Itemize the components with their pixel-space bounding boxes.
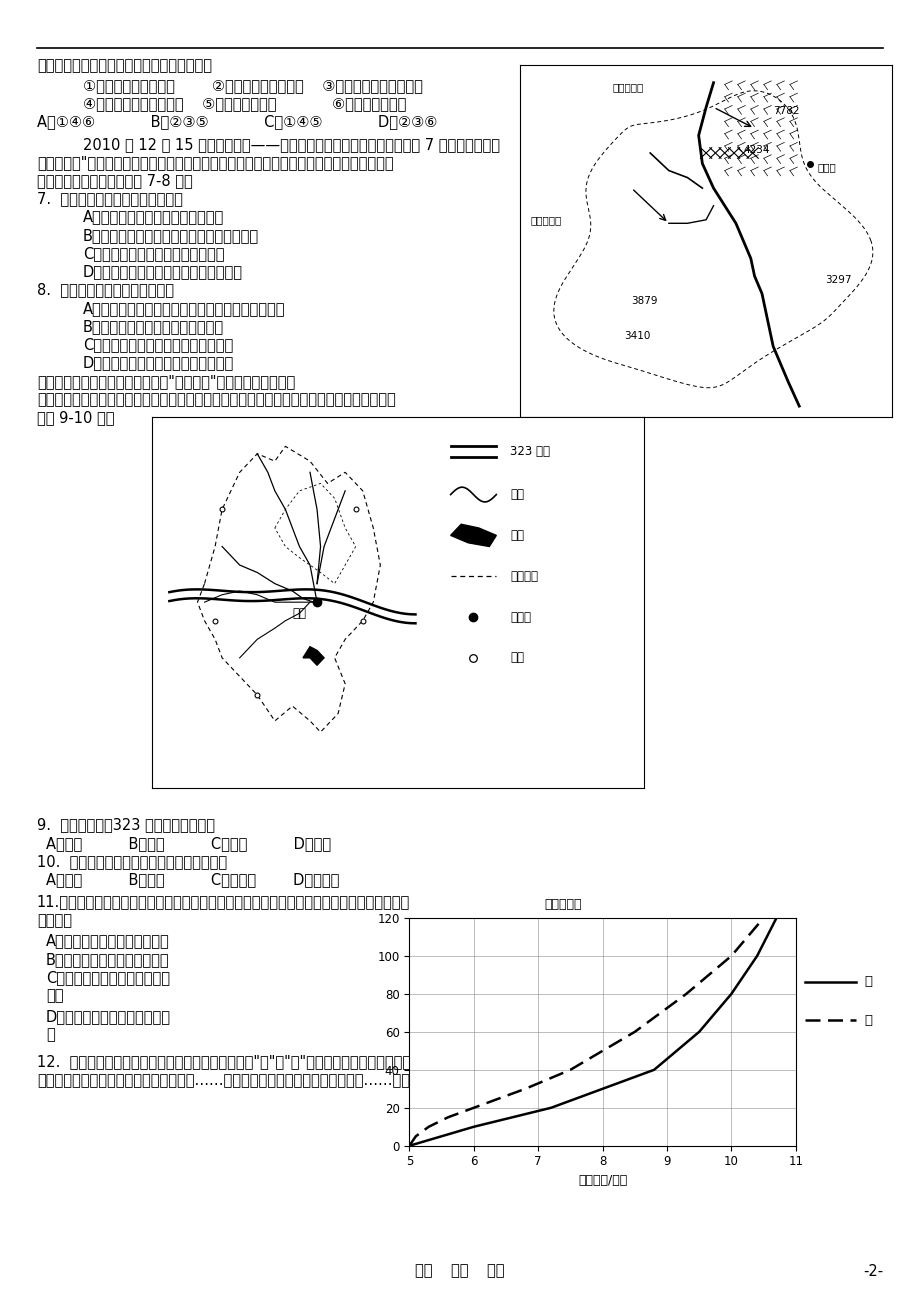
Text: 2010 年 12 月 15 日，波密扎木——墨脱公路最重要的控制性工程，创下 7 个世界之最的嘎: 2010 年 12 月 15 日，波密扎木——墨脱公路最重要的控制性工程，创下 … [83,137,499,152]
Text: 江西大余市钨储量居全国之首，有"世界钨都"之称，近些年该地经: 江西大余市钨储量居全国之首，有"世界钨都"之称，近些年该地经 [37,374,295,389]
Text: C．近地面增速小是地物阻力造: C．近地面增速小是地物阻力造 [46,970,170,986]
Text: 陆: 陆 [864,1014,872,1027]
Text: 确的是：: 确的是： [37,913,72,928]
Text: A．①④⑥            B．②③⑤            C．①④⑤            D．②③⑥: A．①④⑥ B．②③⑤ C．①④⑤ D．②③⑥ [37,115,437,130]
Text: 的庶兄。纣王即位后，统治黑暗、残暴。……周武王伐纣克殷后，微子便手持祭器……，拿着茅: 的庶兄。纣王即位后，统治黑暗、残暴。……周武王伐纣克殷后，微子便手持祭器……，拿… [37,1073,426,1088]
Text: 的历史将结束。读图，回答 7-8 题。: 的历史将结束。读图，回答 7-8 题。 [37,173,192,189]
Text: 9.  据上图分析，323 国道沿线地形为：: 9. 据上图分析，323 国道沿线地形为： [37,818,214,833]
Text: 喜马拉雅山: 喜马拉雅山 [612,82,643,91]
Text: 河流: 河流 [510,488,524,501]
Text: -2-: -2- [862,1263,882,1279]
Text: B．分布在河谷地带，因为交通便利: B．分布在河谷地带，因为交通便利 [83,319,223,335]
Text: 高度（米）: 高度（米） [497,1000,510,1038]
Text: 乡镇: 乡镇 [510,651,524,664]
Text: D．分布在南部，原因是地势平坦开阔: D．分布在南部，原因是地势平坦开阔 [83,355,233,371]
Text: 323 国道: 323 国道 [510,445,550,458]
Text: 隆拉山隧道"打通，这意味着扎墨公路的贯穿为时不远，墨脱作为中国唯一一个不通公路的县: 隆拉山隧道"打通，这意味着扎墨公路的贯穿为时不远，墨脱作为中国唯一一个不通公路的… [37,155,393,171]
Text: 3297: 3297 [824,275,851,285]
Text: B．资金不足是限制该地交通建设的最大障碍: B．资金不足是限制该地交通建设的最大障碍 [83,228,258,243]
Text: 8.  该地农业分布的特点及原因：: 8. 该地农业分布的特点及原因： [37,283,174,298]
Text: A．盆地          B．山脊          C．谷地          D．陡崖: A．盆地 B．山脊 C．谷地 D．陡崖 [46,836,331,852]
Text: A．夏季是墨脱山区施工的最佳季节: A．夏季是墨脱山区施工的最佳季节 [83,210,224,225]
Text: A．分布在地势较低的北部，受地形的抬升，降水多: A．分布在地势较低的北部，受地形的抬升，降水多 [83,301,285,316]
Text: 的: 的 [46,1027,55,1043]
Text: 行政区界: 行政区界 [510,570,538,583]
Text: 11.作为一种洁净能源，风能的开发越来越受到人们的关注。读陆地与海上风速剖面比较图，正: 11.作为一种洁净能源，风能的开发越来越受到人们的关注。读陆地与海上风速剖面比较… [37,894,410,910]
Text: 7782: 7782 [772,107,799,116]
Text: B．风速差距由海面向高空增大: B．风速差距由海面向高空增大 [46,952,169,967]
Text: 海: 海 [864,975,872,988]
Text: 10.  据材料分析，该地最突出的环境问题是：: 10. 据材料分析，该地最突出的环境问题是： [37,854,227,870]
Text: 3410: 3410 [623,331,650,341]
Text: 墨脱镇: 墨脱镇 [817,163,835,173]
Text: 3879: 3879 [630,296,657,306]
Text: D．海上增速小是海浪阻力造成: D．海上增速小是海浪阻力造成 [46,1009,171,1025]
Polygon shape [302,647,323,665]
Text: 4234: 4234 [743,145,769,155]
Text: D．该地地质地貌条件复杂，工程难度大: D．该地地质地貌条件复杂，工程难度大 [83,264,243,280]
Text: 成的: 成的 [46,988,63,1004]
Text: 用心    爱心    专心: 用心 爱心 专心 [414,1263,505,1279]
Text: 大余: 大余 [292,607,306,620]
Text: 种植园，该农业地域类型的形成条件主要有：: 种植园，该农业地域类型的形成条件主要有： [37,59,211,74]
Text: C．分布在河谷地带，原因是气温较高: C．分布在河谷地带，原因是气温较高 [83,337,233,353]
Text: A．风速差距由地面向高空增大: A．风速差距由地面向高空增大 [46,934,170,949]
Text: C．该地公路等级较低，技术要求低: C．该地公路等级较低，技术要求低 [83,246,224,262]
Text: 济发展迅速，采钨及相关冶金工业产值占全县工业产值的一半以上。下图为大余市略图，据图: 济发展迅速，采钨及相关冶金工业产值占全县工业产值的一半以上。下图为大余市略图，据… [37,392,395,408]
Text: 回答 9-10 题。: 回答 9-10 题。 [37,410,114,426]
Text: 县级市: 县级市 [510,611,531,624]
Text: 湖泊: 湖泊 [510,529,524,542]
Text: 高度（米）: 高度（米） [544,898,582,911]
Text: A．酸雨          B．洪涝          C．盐碱化        D．沙尘暴: A．酸雨 B．洪涝 C．盐碱化 D．沙尘暴 [46,872,339,888]
X-axis label: 风速（米/秒）: 风速（米/秒） [577,1174,627,1187]
Text: ④东临太平洋，海运便利    ⑤农业科技水平高            ⑥国内外市场广阔: ④东临太平洋，海运便利 ⑤农业科技水平高 ⑥国内外市场广阔 [83,96,405,112]
Polygon shape [450,525,496,547]
Text: 7.  体现墨脱县修建公路的区位是：: 7. 体现墨脱县修建公路的区位是： [37,191,183,207]
Text: 12.  据史载：微子开（因避汉景帝刘启的名讳，故改"启"为"开"），是殷朝帝乙的长子，帝纣: 12. 据史载：微子开（因避汉景帝刘启的名讳，故改"启"为"开"），是殷朝帝乙的… [37,1055,419,1070]
Text: ①平原广阔，土壤肥沃        ②地处低纬，气候湿热    ③人口密集，劳动力充足: ①平原广阔，土壤肥沃 ②地处低纬，气候湿热 ③人口密集，劳动力充足 [83,78,422,94]
Text: 雅鲁藏布江: 雅鲁藏布江 [530,215,562,225]
